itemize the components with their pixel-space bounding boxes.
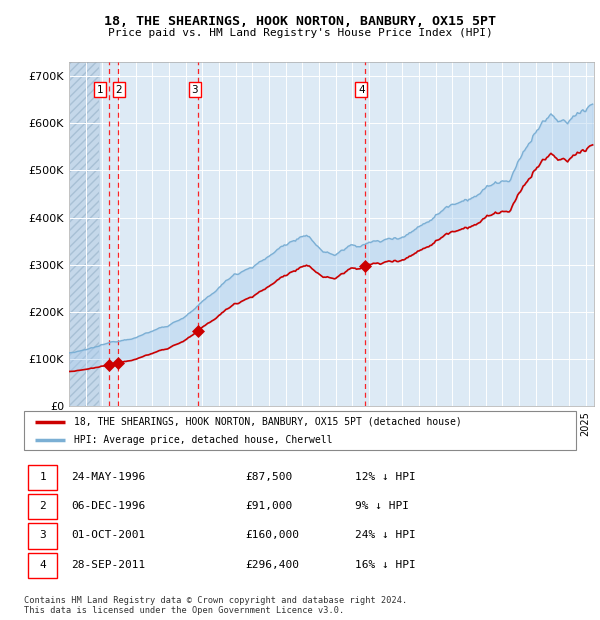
Text: 9% ↓ HPI: 9% ↓ HPI [355,501,409,511]
Text: 2: 2 [116,84,122,94]
Text: 18, THE SHEARINGS, HOOK NORTON, BANBURY, OX15 5PT: 18, THE SHEARINGS, HOOK NORTON, BANBURY,… [104,16,496,28]
Text: 3: 3 [191,84,198,94]
Text: 06-DEC-1996: 06-DEC-1996 [71,501,145,511]
FancyBboxPatch shape [28,523,57,549]
Text: 1: 1 [40,472,46,482]
Text: HPI: Average price, detached house, Cherwell: HPI: Average price, detached house, Cher… [74,435,332,445]
Text: Contains HM Land Registry data © Crown copyright and database right 2024.
This d: Contains HM Land Registry data © Crown c… [24,596,407,615]
FancyBboxPatch shape [24,411,576,449]
Bar [69,62,100,406]
Text: £87,500: £87,500 [245,472,292,482]
FancyBboxPatch shape [28,464,57,490]
Text: 12% ↓ HPI: 12% ↓ HPI [355,472,416,482]
Text: 16% ↓ HPI: 16% ↓ HPI [355,560,416,570]
Text: 24-MAY-1996: 24-MAY-1996 [71,472,145,482]
Text: £91,000: £91,000 [245,501,292,511]
Text: £296,400: £296,400 [245,560,299,570]
Text: 3: 3 [40,530,46,540]
Text: 18, THE SHEARINGS, HOOK NORTON, BANBURY, OX15 5PT (detached house): 18, THE SHEARINGS, HOOK NORTON, BANBURY,… [74,417,461,427]
Text: 28-SEP-2011: 28-SEP-2011 [71,560,145,570]
Text: £160,000: £160,000 [245,530,299,540]
Text: 4: 4 [358,84,365,94]
Text: 24% ↓ HPI: 24% ↓ HPI [355,530,416,540]
Bar [69,62,100,406]
Text: 2: 2 [40,501,46,511]
Text: 1: 1 [97,84,103,94]
Text: 01-OCT-2001: 01-OCT-2001 [71,530,145,540]
FancyBboxPatch shape [28,552,57,578]
Text: Price paid vs. HM Land Registry's House Price Index (HPI): Price paid vs. HM Land Registry's House … [107,28,493,38]
FancyBboxPatch shape [28,494,57,520]
Text: 4: 4 [40,560,46,570]
